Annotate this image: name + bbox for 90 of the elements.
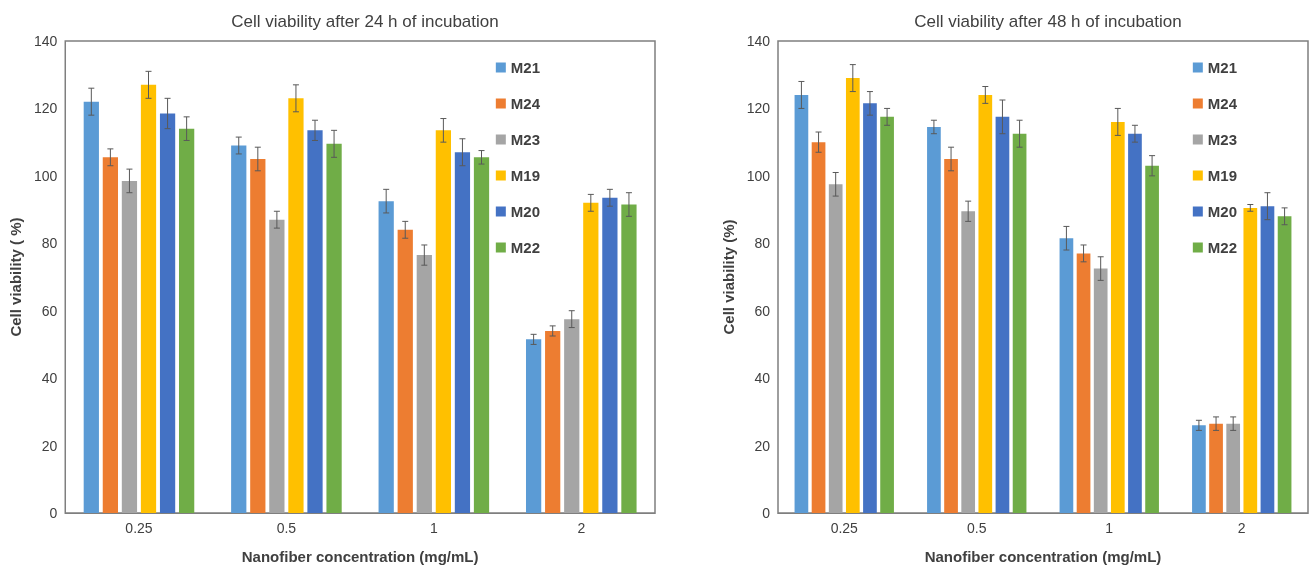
bar <box>435 130 452 513</box>
x-tick-label: 1 <box>1105 520 1114 536</box>
bar <box>863 103 877 513</box>
y-tick-label: 60 <box>754 302 771 319</box>
legend-label: M24 <box>510 95 541 112</box>
bar <box>1093 268 1108 513</box>
bar <box>1076 253 1091 513</box>
y-tick-label: 100 <box>746 167 771 184</box>
bar <box>326 143 342 513</box>
legend-label: M22 <box>510 239 541 256</box>
bar <box>811 142 826 513</box>
y-axis-title: Cell viability (%) <box>719 219 737 335</box>
legend-label: M19 <box>510 167 541 184</box>
x-tick-label: 0.25 <box>125 520 153 536</box>
bar <box>1277 216 1292 513</box>
bar <box>545 330 561 513</box>
bar <box>269 219 285 513</box>
x-tick-label: 1 <box>429 520 438 536</box>
bar <box>378 201 394 513</box>
legend-label: M19 <box>1207 167 1238 184</box>
bar <box>564 319 580 513</box>
bar <box>288 98 304 513</box>
bar <box>794 94 809 513</box>
chart-title: Cell viability after 48 h of incubation <box>914 12 1182 31</box>
x-tick-label: 0.25 <box>830 520 859 536</box>
x-tick-label: 0.5 <box>276 520 297 536</box>
bar <box>397 229 413 513</box>
y-tick-label: 60 <box>41 302 58 319</box>
y-tick-label: 120 <box>33 100 58 117</box>
bar <box>978 94 993 513</box>
bar <box>995 116 1010 513</box>
bar <box>102 157 118 513</box>
bar <box>1145 165 1159 513</box>
bar <box>231 145 247 513</box>
bar <box>250 159 266 513</box>
bar <box>525 339 542 513</box>
y-tick-label: 20 <box>41 437 58 454</box>
legend-label: M23 <box>510 131 541 148</box>
bar <box>1209 423 1223 513</box>
bar <box>473 157 490 513</box>
bar <box>1012 133 1027 513</box>
bar <box>140 84 157 513</box>
bar <box>602 197 618 513</box>
bar <box>583 202 599 513</box>
x-axis-title: Nanofiber concentration (mg/mL) <box>924 548 1162 565</box>
bar <box>944 159 958 513</box>
bar <box>1110 121 1125 513</box>
x-axis-title: Nanofiber concentration (mg/mL) <box>241 548 479 565</box>
chart-title: Cell viability after 24 h of incubation <box>231 12 499 31</box>
bar <box>1128 133 1142 513</box>
legend-label: M23 <box>1207 131 1238 148</box>
y-tick-label: 100 <box>33 167 58 184</box>
bar <box>845 78 860 513</box>
bar <box>1226 423 1241 513</box>
y-tick-label: 0 <box>49 505 58 521</box>
bar <box>159 113 176 513</box>
x-tick-label: 2 <box>1237 520 1246 536</box>
bar <box>927 126 941 513</box>
bar <box>454 152 471 513</box>
y-tick-label: 20 <box>754 437 771 454</box>
y-tick-label: 40 <box>754 370 771 387</box>
bar <box>307 130 323 513</box>
y-tick-label: 140 <box>33 33 58 49</box>
bar <box>1243 207 1258 513</box>
bar <box>179 128 195 513</box>
x-tick-label: 0.5 <box>967 520 987 536</box>
legend-label: M21 <box>510 59 541 76</box>
bar <box>416 255 432 513</box>
y-tick-label: 80 <box>41 235 58 252</box>
bar <box>121 180 138 513</box>
y-tick-label: 120 <box>746 100 771 117</box>
legend-label: M22 <box>1207 239 1238 256</box>
y-tick-label: 40 <box>41 370 58 387</box>
bar <box>1192 425 1206 513</box>
legend-label: M20 <box>510 203 541 220</box>
legend-label: M24 <box>1207 95 1238 112</box>
bar <box>828 184 843 513</box>
bar <box>880 116 894 513</box>
legend-label: M21 <box>1207 59 1238 76</box>
bar <box>961 211 976 513</box>
y-axis-title: Cell viability ( %) <box>7 217 24 337</box>
bar <box>621 204 637 513</box>
bar <box>83 101 99 513</box>
y-tick-label: 140 <box>746 33 771 49</box>
legend-label: M20 <box>1207 203 1238 220</box>
bar <box>1059 238 1074 513</box>
y-tick-label: 80 <box>754 235 771 252</box>
x-tick-label: 2 <box>577 520 586 536</box>
y-tick-label: 0 <box>762 505 771 521</box>
bar <box>1260 206 1275 513</box>
